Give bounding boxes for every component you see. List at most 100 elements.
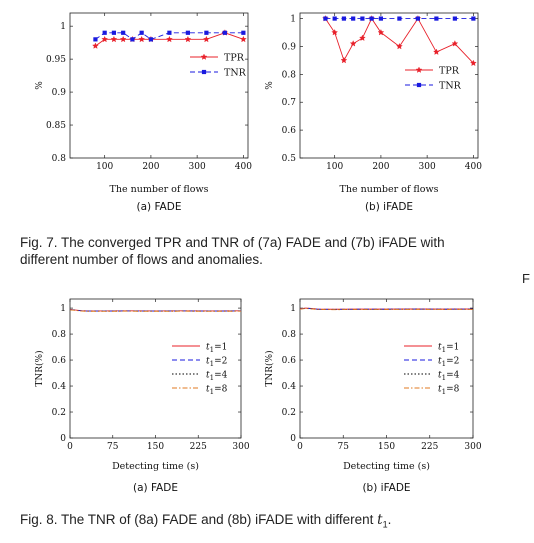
plot-frame: [69, 298, 242, 439]
legend-var: t: [438, 343, 442, 353]
legend-val: =8: [446, 385, 460, 395]
data-point: [185, 30, 190, 35]
y-tick-label: 0.6: [52, 356, 67, 366]
y-tick-label: 0.4: [52, 382, 67, 392]
data-point: [102, 30, 107, 35]
side-letter: F: [522, 271, 530, 286]
data-point: [222, 30, 227, 35]
y-tick-label: 0.8: [282, 70, 297, 80]
legend-var: t: [438, 371, 442, 381]
legend-label: t1=2: [438, 357, 459, 369]
data-point: [369, 16, 374, 21]
data-point: [148, 37, 154, 42]
data-point: [349, 40, 357, 47]
data-point: [111, 30, 117, 35]
data-point: [397, 16, 402, 21]
y-tick-label: 0: [60, 434, 66, 444]
x-tick-label: 300: [232, 442, 249, 452]
data-point: [241, 30, 246, 35]
x-tick-label: 225: [190, 442, 207, 452]
y-tick-label: 0.4: [282, 382, 297, 392]
legend-val: =8: [214, 385, 228, 395]
fig7b-chart: 0.5 0.6 0.7 0.8 0.9 1 100 200 300 400 The number o…: [265, 12, 482, 213]
y-tick-label: 0.8: [282, 330, 297, 340]
legend-var: t: [206, 343, 210, 353]
x-tick-label: 75: [338, 442, 350, 452]
y-tick-label: 0.2: [282, 408, 296, 418]
legend-label: t1=2: [206, 357, 227, 369]
legend-label: t1=8: [438, 385, 460, 397]
subcaption: (a) FADE: [133, 482, 178, 494]
fig8-caption-var: t: [377, 512, 383, 528]
data-point: [203, 35, 210, 43]
y-tick-label: 0.95: [46, 55, 66, 65]
subcaption: (a) FADE: [137, 201, 182, 213]
x-tick-label: 300: [464, 442, 481, 452]
legend-label: TPR: [224, 53, 245, 64]
x-axis-label: Detecting time (s): [112, 461, 199, 472]
x-axis-label: The number of flows: [110, 184, 209, 195]
data-point: [433, 48, 440, 55]
y-axis-label: %: [35, 81, 45, 90]
data-point: [166, 35, 173, 43]
y-tick-label: 1: [290, 304, 296, 314]
y-tick-label: 0.6: [282, 126, 297, 136]
y-tick-label: 0.6: [282, 356, 297, 366]
legend-label: t1=8: [206, 385, 228, 397]
data-point: [332, 16, 337, 21]
legend-val: =1: [446, 343, 459, 353]
y-axis-label: %: [265, 81, 275, 90]
x-tick-label: 0: [67, 442, 73, 452]
legend-sub: 1: [442, 346, 446, 354]
series-line: [325, 17, 474, 64]
data-point: [93, 37, 98, 42]
x-tick-label: 75: [107, 442, 119, 452]
data-point: [451, 40, 459, 47]
y-axis-label: TNR(%): [34, 350, 45, 386]
x-tick-label: 150: [147, 442, 164, 452]
data-point: [240, 35, 247, 43]
data-point: [471, 16, 476, 21]
data-point: [351, 16, 356, 21]
x-tick-label: 200: [142, 162, 159, 172]
data-point: [130, 37, 135, 42]
data-point: [470, 59, 477, 67]
legend-var: t: [206, 371, 210, 381]
y-tick-label: 1: [60, 304, 66, 314]
legend-sub: 1: [210, 346, 214, 354]
x-tick-label: 200: [372, 162, 389, 172]
fig7-caption-line2: different number of flows and anomalies.: [20, 252, 263, 267]
legend-label: t1=1: [438, 343, 459, 355]
data-point: [110, 35, 118, 43]
legend-var: t: [206, 385, 210, 395]
data-point: [359, 34, 366, 41]
legend-label: TNR: [439, 81, 462, 92]
data-point: [341, 16, 347, 21]
y-tick-label: 0.2: [52, 408, 66, 418]
legend-marker: [201, 69, 207, 75]
x-tick-label: 100: [96, 162, 113, 172]
x-tick-label: 225: [421, 442, 438, 452]
x-tick-label: 150: [378, 442, 395, 452]
data-point: [396, 42, 403, 50]
data-point: [331, 28, 339, 36]
data-point: [204, 30, 209, 35]
fig7-caption-line1: Fig. 7. The converged TPR and TNR of (7a…: [20, 235, 445, 250]
legend-label: t1=1: [206, 343, 227, 355]
legend-val: =2: [214, 357, 227, 367]
y-tick-label: 0.85: [46, 121, 66, 131]
subcaption: (b) iFADE: [365, 201, 413, 213]
data-point: [121, 30, 126, 35]
legend-sub: 1: [210, 388, 214, 396]
x-tick-label: 100: [326, 162, 343, 172]
y-tick-label: 0.8: [52, 154, 67, 164]
fig7-caption: Fig. 7. The converged TPR and TNR of (7a…: [20, 234, 525, 268]
x-axis-label: The number of flows: [340, 184, 439, 195]
plot-frame: [299, 298, 474, 439]
legend-val: =4: [446, 371, 460, 381]
y-tick-label: 0: [290, 434, 296, 444]
legend-var: t: [206, 357, 210, 367]
data-point: [360, 16, 365, 21]
fig8-caption: Fig. 8. The TNR of (8a) FADE and (8b) iF…: [20, 511, 525, 534]
